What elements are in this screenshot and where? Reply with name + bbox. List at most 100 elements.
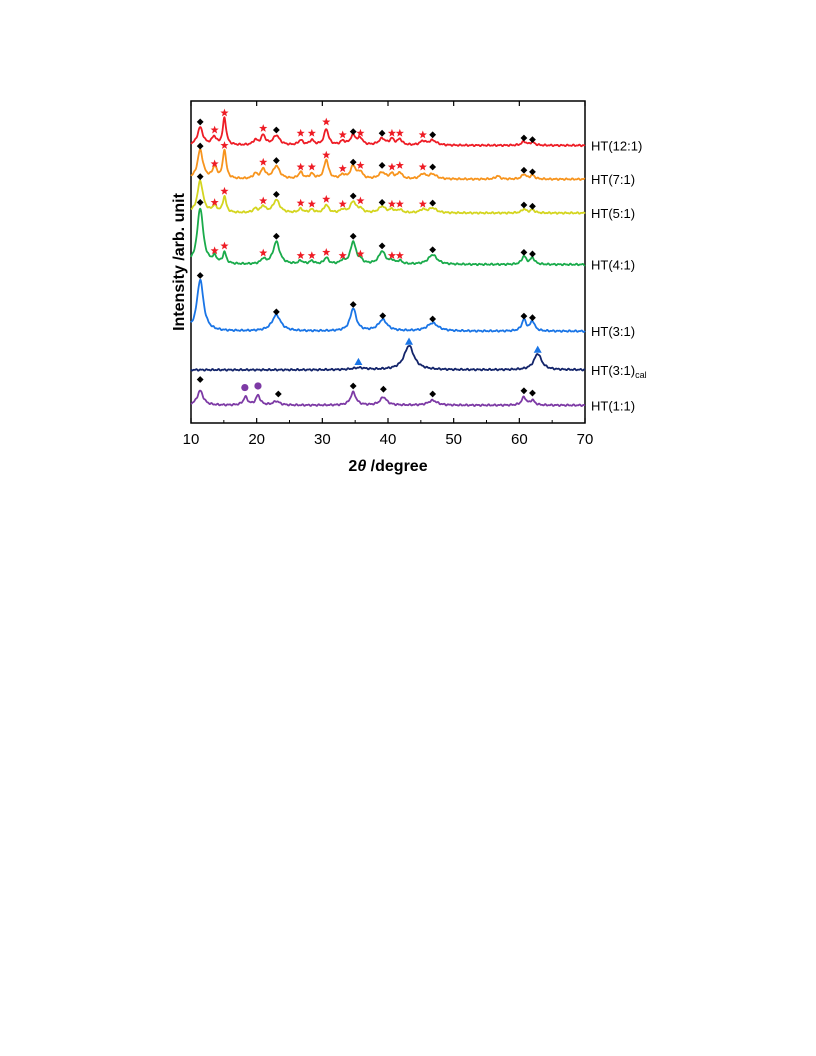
- diamond-marker: [429, 390, 437, 398]
- star-marker: [220, 241, 229, 250]
- star-marker: [210, 125, 219, 134]
- series-label-ht-12-1: HT(12:1): [591, 138, 642, 153]
- x-tick-label: 40: [380, 431, 397, 448]
- series-labels: HT(12:1) HT(7:1) HT(5:1) HT(4:1) HT(3:1) HT(3…: [591, 138, 647, 413]
- diamond-marker: [349, 382, 357, 390]
- star-marker: [395, 161, 404, 169]
- diamond-marker: [349, 192, 357, 200]
- plot-border: [190, 100, 586, 424]
- plot-frame: [190, 100, 586, 424]
- star-marker: [338, 164, 347, 173]
- x-tick-label: 60: [511, 431, 528, 448]
- diamond-marker: [520, 134, 528, 142]
- diamond-marker: [380, 385, 387, 393]
- diamond-marker: [379, 312, 387, 320]
- diamond-marker: [429, 131, 437, 139]
- star-marker: [387, 128, 397, 137]
- diamond-marker: [272, 126, 280, 134]
- star-marker: [322, 248, 331, 256]
- series-line-ht-3-1-cal: [190, 345, 586, 372]
- star-marker: [307, 162, 316, 171]
- x-tick-label: 50: [445, 431, 462, 448]
- star-marker: [418, 162, 427, 171]
- star-marker: [322, 150, 331, 159]
- x-tick-label: 10: [183, 431, 200, 448]
- diamond-marker: [520, 387, 528, 395]
- diamond-marker: [529, 250, 536, 258]
- star-marker: [296, 251, 305, 260]
- star-marker: [395, 199, 404, 208]
- star-marker: [220, 186, 229, 195]
- star-marker: [296, 198, 305, 207]
- diamond-marker: [196, 173, 204, 181]
- diamond-marker: [274, 390, 282, 398]
- star-marker: [418, 199, 427, 208]
- diamond-marker: [529, 168, 536, 176]
- diamond-marker: [196, 376, 204, 383]
- peak-markers: [196, 108, 542, 398]
- star-marker: [259, 196, 268, 205]
- series-layer: [190, 116, 586, 407]
- diamond-marker: [196, 118, 204, 126]
- axes: 10 20 30 40 50 60 70: [183, 101, 594, 448]
- diamond-marker: [520, 312, 528, 320]
- series-line-ht-3-1: [190, 278, 586, 333]
- star-marker: [259, 157, 268, 166]
- star-marker: [356, 161, 365, 169]
- diamond-marker: [272, 190, 280, 198]
- star-marker: [322, 194, 331, 203]
- series-line-ht-7-1: [190, 148, 586, 181]
- series-line-ht-1-1: [190, 389, 586, 407]
- diamond-marker: [429, 315, 437, 323]
- star-marker: [387, 162, 397, 171]
- diamond-marker: [429, 246, 437, 254]
- diamond-marker: [272, 157, 280, 164]
- star-marker: [259, 124, 268, 132]
- star-marker: [220, 108, 229, 117]
- series-label-ht-3-1-cal: HT(3:1)cal: [591, 363, 647, 380]
- diamond-marker: [349, 128, 357, 135]
- star-marker: [210, 246, 219, 255]
- diamond-marker: [349, 232, 357, 240]
- star-marker: [210, 198, 219, 206]
- diamond-marker: [196, 199, 204, 206]
- x-tick-label: 70: [577, 431, 594, 448]
- diamond-marker: [529, 314, 536, 322]
- diamond-marker: [272, 232, 280, 240]
- diamond-marker: [378, 242, 386, 250]
- x-tick-label: 30: [314, 431, 331, 448]
- star-marker: [395, 251, 404, 260]
- diamond-marker: [520, 166, 528, 174]
- diamond-marker: [429, 199, 437, 207]
- diamond-marker: [520, 201, 528, 209]
- diamond-marker: [349, 158, 357, 166]
- x-tick-label: 20: [248, 431, 265, 448]
- series-label-ht-1-1: HT(1:1): [591, 398, 635, 413]
- star-marker: [387, 251, 397, 260]
- circle-marker: [254, 382, 262, 390]
- star-marker: [322, 117, 331, 126]
- diamond-marker: [272, 308, 280, 316]
- star-marker: [296, 162, 305, 171]
- circle-marker: [241, 383, 249, 392]
- diamond-marker: [520, 248, 528, 256]
- star-marker: [338, 199, 347, 208]
- triangle-marker: [354, 357, 363, 366]
- triangle-marker: [405, 337, 414, 345]
- star-marker: [418, 130, 427, 139]
- star-marker: [220, 141, 229, 149]
- star-marker: [259, 248, 268, 257]
- diamond-marker: [529, 202, 536, 210]
- series-line-ht-5-1: [190, 179, 586, 215]
- star-marker: [356, 128, 365, 137]
- series-line-ht-12-1: [190, 116, 586, 148]
- diamond-marker: [378, 199, 386, 206]
- star-marker: [296, 128, 305, 137]
- star-marker: [210, 159, 219, 168]
- diamond-marker: [349, 301, 357, 308]
- series-line-ht-4-1: [190, 207, 586, 267]
- star-marker: [395, 128, 404, 137]
- star-marker: [307, 199, 316, 208]
- triangle-marker: [533, 345, 542, 353]
